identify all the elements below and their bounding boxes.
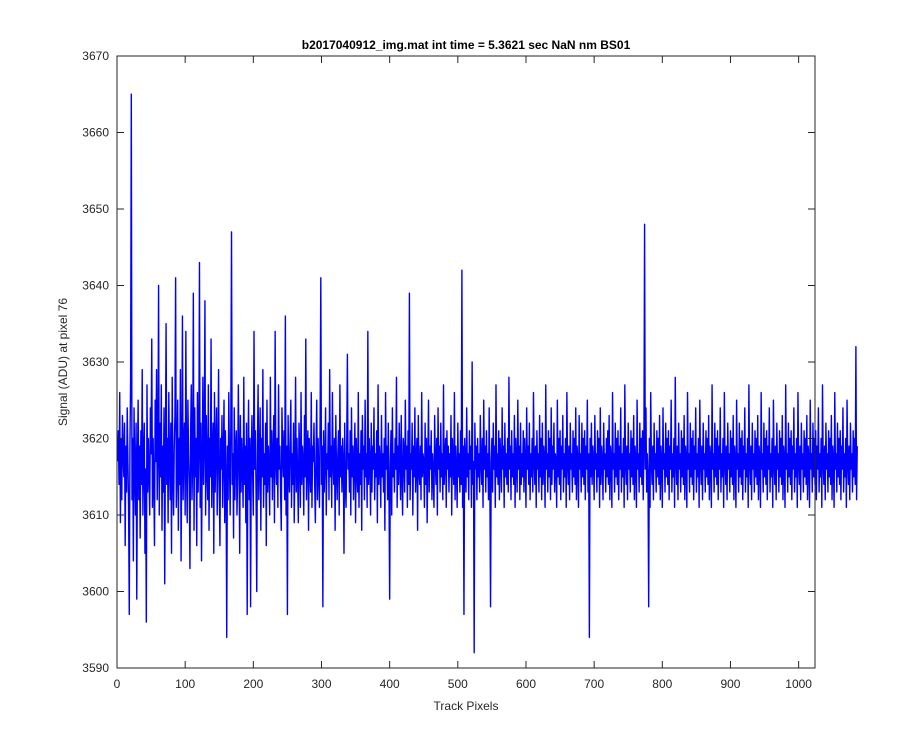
plot-area-background (117, 56, 815, 668)
y-axis-title: Signal (ADU) at pixel 76 (56, 298, 70, 426)
x-tick-label: 400 (380, 677, 400, 691)
x-tick-label: 100 (175, 677, 195, 691)
tick-layer: 0 100 200 300 400 500 600 700 800 900 1000 3590 3600… (82, 49, 815, 691)
chart-title: b2017040912_img.mat int time = 5.3621 se… (302, 38, 631, 52)
x-tick-label: 0 (114, 677, 121, 691)
y-tick-label: 3590 (82, 661, 109, 675)
x-tick-label: 900 (720, 677, 740, 691)
y-tick-label: 3670 (82, 49, 109, 63)
y-tick-label: 3650 (82, 202, 109, 216)
y-tick-label: 3600 (82, 585, 109, 599)
y-tick-label: 3610 (82, 508, 109, 522)
x-tick-label: 1000 (785, 677, 812, 691)
x-tick-label: 300 (311, 677, 331, 691)
y-tick-label: 3630 (82, 355, 109, 369)
y-tick-label: 3620 (82, 432, 109, 446)
axes-box (116, 55, 816, 669)
y-tick-label: 3660 (82, 126, 109, 140)
series-line-0 (116, 93, 858, 654)
y-tick-label: 3640 (82, 279, 109, 293)
x-axis-title: Track Pixels (434, 699, 499, 713)
x-tick-label: 700 (584, 677, 604, 691)
x-tick-label: 800 (652, 677, 672, 691)
data-layer (116, 93, 858, 654)
x-tick-label: 500 (448, 677, 468, 691)
x-tick-label: 600 (516, 677, 536, 691)
x-tick-label: 200 (243, 677, 263, 691)
